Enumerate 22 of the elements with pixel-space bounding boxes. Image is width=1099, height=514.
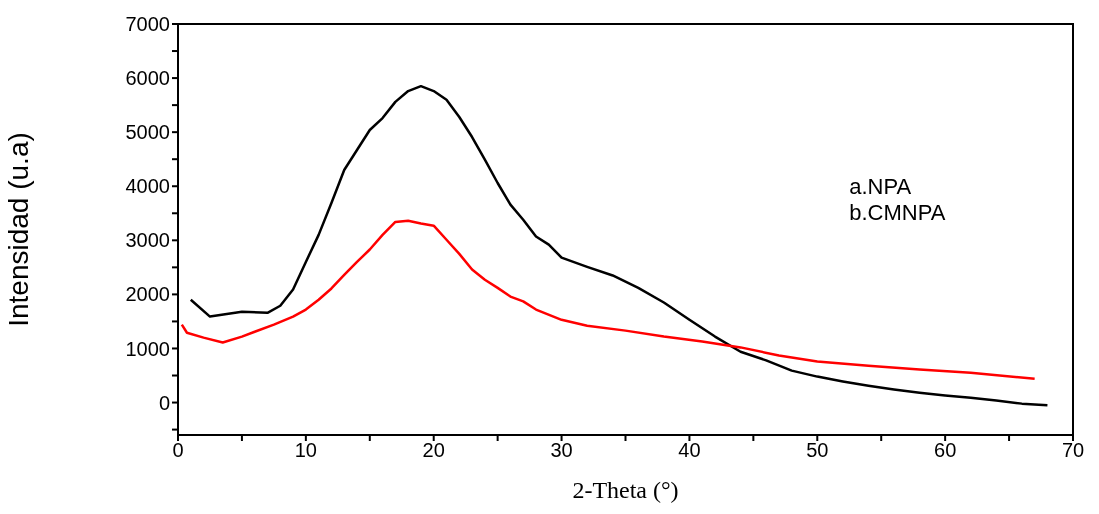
x-tick-label: 20 bbox=[422, 439, 445, 462]
x-tick-label: 40 bbox=[678, 439, 701, 462]
line-series bbox=[189, 84, 1049, 407]
y-tick-label: 7000 bbox=[125, 13, 170, 36]
x-tick-label: 70 bbox=[1061, 439, 1085, 462]
y-axis-title: Intensidad (u.a) bbox=[2, 132, 34, 327]
x-tick-label: 10 bbox=[294, 439, 317, 462]
y-tick-label: 3000 bbox=[125, 229, 170, 252]
x-tick-label: 0 bbox=[172, 439, 184, 462]
x-tick-label: 60 bbox=[934, 439, 957, 462]
annotation: a.NPA bbox=[849, 174, 912, 199]
line-series bbox=[180, 219, 1036, 381]
y-tick-label: 2000 bbox=[125, 283, 170, 306]
y-tick-label: 0 bbox=[158, 391, 170, 414]
y-tick-label: 1000 bbox=[125, 337, 170, 360]
y-tick-label: 6000 bbox=[125, 67, 170, 90]
x-axis-title: 2-Theta (°) bbox=[572, 477, 679, 503]
x-tick-label: 30 bbox=[550, 439, 573, 462]
y-tick-label: 5000 bbox=[125, 121, 170, 144]
annotation: b.CMNPA bbox=[849, 200, 946, 225]
y-tick-label: 4000 bbox=[125, 175, 170, 198]
x-tick-label: 50 bbox=[806, 439, 829, 462]
